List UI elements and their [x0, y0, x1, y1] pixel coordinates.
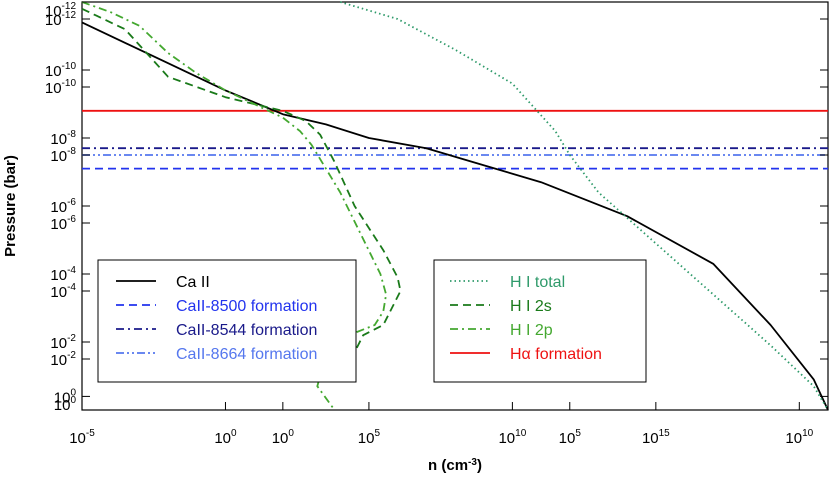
- y-tick-label-1: 10-12: [45, 10, 77, 29]
- x-alt-tick-label-2: 1010: [785, 428, 813, 447]
- y-tick-label-8: 10-4: [50, 265, 76, 284]
- legend-left-label-2: CaII-8544 formation: [176, 322, 317, 339]
- y-tick-label-3: 10-10: [45, 78, 77, 97]
- y-tick-label-10: 10-2: [50, 333, 76, 352]
- x-alt-tick-label-0: 100: [272, 428, 295, 447]
- series-lines: [81, 1, 829, 411]
- x-tick-label-2: 105: [358, 428, 381, 447]
- x-axis-title-text: n (cm: [428, 457, 468, 474]
- legend-right-label-3: Hα formation: [510, 346, 602, 363]
- legend-right: H I total H I 2s H I 2p Hα formation: [433, 259, 647, 383]
- legend-left-label-1: CaII-8500 formation: [176, 298, 317, 315]
- formation-lines: [82, 109, 828, 170]
- y-tick-label-13: 100: [54, 395, 77, 414]
- y-tick-label-5: 10-8: [50, 146, 76, 165]
- x-tick-label-3: 1010: [498, 428, 526, 447]
- series-line-1: [339, 1, 829, 411]
- legend-right-label-1: H I 2s: [510, 298, 552, 315]
- x-axis-title-exp: -3: [468, 457, 477, 468]
- y-tick-label-0: 10-12: [45, 1, 77, 20]
- y-tick-label-6: 10-6: [50, 197, 76, 216]
- legend-left: Ca II CaII-8500 formation CaII-8544 format…: [97, 259, 357, 383]
- x-alt-tick-label-1: 105: [559, 428, 582, 447]
- legend-left-label-3: CaII-8664 formation: [176, 346, 317, 363]
- y-tick-label-9: 10-4: [50, 282, 76, 301]
- series-line-2: [81, 7, 402, 367]
- legend-right-label-0: H I total: [510, 274, 565, 291]
- y-tick-label-11: 10-2: [50, 350, 76, 369]
- legend-left-label-0: Ca II: [176, 274, 210, 291]
- y-axis-title: Pressure (bar): [2, 155, 19, 257]
- y-tick-label-7: 10-6: [50, 214, 76, 233]
- x-axis-title-close: ): [477, 457, 482, 474]
- y-tick-label-2: 10-10: [45, 61, 77, 80]
- x-axis-ticks: 10-5 100 105 1010 1015 100 105 1010: [69, 402, 814, 447]
- x-axis-title: n (cm-3): [428, 457, 482, 475]
- x-tick-label-4: 1015: [642, 428, 670, 447]
- x-tick-label-0: 10-5: [69, 428, 95, 447]
- legend-left-box: [97, 259, 357, 383]
- x-tick-label-1: 100: [214, 428, 237, 447]
- y-tick-label-12: 100: [54, 387, 77, 406]
- legend-right-label-2: H I 2p: [510, 322, 553, 339]
- y-tick-label-4: 10-8: [50, 129, 76, 148]
